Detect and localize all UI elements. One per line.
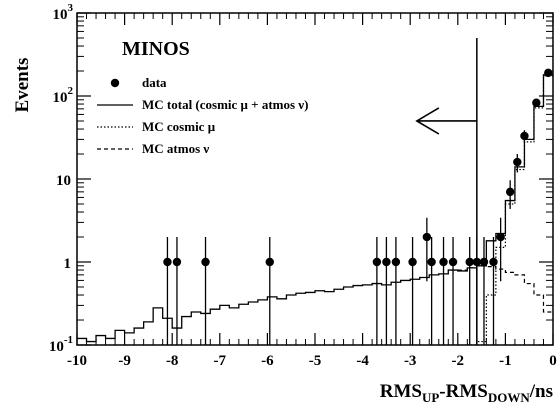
x-axis-title-sub2: DOWN	[488, 390, 531, 405]
data-marker	[201, 257, 210, 267]
data-point	[427, 237, 436, 345]
data-marker	[265, 257, 274, 267]
data-marker	[465, 257, 474, 267]
x-tick-label: -8	[166, 353, 179, 369]
x-axis-title-main: RMS	[380, 381, 422, 402]
data-marker	[489, 257, 498, 267]
data-marker	[544, 68, 553, 78]
data-point	[448, 237, 458, 345]
data-point	[172, 237, 182, 345]
y-tick-label: 1	[64, 256, 72, 272]
legend-swatch-marker	[110, 78, 120, 88]
mc-total-histogram	[77, 74, 553, 343]
x-axis-title-sub1: UP	[422, 390, 439, 405]
data-marker	[532, 98, 541, 107]
mc-atmos-histogram-layer	[457, 265, 553, 313]
y-tick-exponent: 3	[68, 2, 74, 14]
data-point	[422, 217, 432, 282]
x-tick-label: -9	[118, 353, 131, 369]
data-point	[513, 154, 522, 173]
data-marker	[479, 257, 489, 267]
data-point	[201, 237, 210, 345]
data-point	[489, 237, 498, 345]
data-point	[408, 237, 417, 345]
mc-cosmic-histogram-layer	[467, 75, 553, 345]
x-tick-label: -7	[214, 353, 227, 369]
x-tick-label: -5	[309, 353, 322, 369]
data-marker	[520, 131, 529, 141]
data-point	[544, 68, 553, 78]
data-point	[532, 98, 541, 107]
mc-total-histogram-layer	[77, 74, 553, 343]
cut-arrow	[415, 107, 477, 135]
legend-entry-mc_atmos: MC atmos ν	[97, 141, 209, 156]
x-tick-label: -4	[356, 353, 369, 369]
y-axis-title: Events	[12, 58, 33, 113]
x-tick-label: -3	[404, 353, 417, 369]
data-point	[479, 237, 489, 345]
data-points-layer	[163, 68, 553, 345]
x-tick-label: 0	[549, 353, 557, 369]
data-marker	[172, 257, 182, 267]
data-marker	[513, 157, 522, 167]
x-axis-title-tail: /ns	[529, 381, 553, 402]
data-point	[391, 237, 401, 345]
data-marker	[439, 257, 448, 267]
y-tick-label: 10-1	[49, 334, 73, 355]
y-tick-label: 102	[53, 85, 74, 106]
x-tick-label: -2	[452, 353, 465, 369]
data-point	[505, 180, 515, 209]
y-tick-base: 10	[53, 7, 68, 23]
legend-entry-mc_total: MC total (cosmic μ + atmos ν)	[97, 97, 308, 112]
x-tick-label: -1	[499, 353, 512, 369]
legend-label: MC cosmic μ	[142, 119, 216, 134]
y-tick-base: 10	[53, 90, 68, 106]
y-tick-label: 10	[56, 173, 71, 189]
data-point	[382, 237, 391, 345]
y-tick-label: 103	[53, 2, 74, 23]
data-marker	[427, 257, 436, 267]
data-marker	[163, 257, 172, 267]
data-point	[520, 130, 529, 143]
data-marker	[382, 257, 391, 267]
x-tick-label: -6	[261, 353, 274, 369]
legend: data MC total (cosmic μ + atmos ν) MC cosm…	[97, 75, 308, 156]
plot-frame	[76, 12, 554, 346]
data-point	[372, 237, 382, 345]
x-tick-label: -10	[67, 353, 87, 369]
y-tick-exponent: -1	[64, 334, 73, 346]
y-tick-base: 10	[49, 339, 64, 355]
data-marker	[448, 257, 458, 267]
data-marker	[505, 187, 515, 197]
legend-label: MC atmos ν	[142, 141, 209, 156]
mc-cosmic-histogram	[467, 75, 553, 345]
data-point	[465, 237, 474, 345]
data-marker	[372, 257, 382, 267]
experiment-label: MINOS	[122, 38, 190, 60]
legend-label: data	[142, 75, 167, 90]
data-marker	[422, 232, 432, 242]
data-point	[163, 237, 172, 345]
y-tick-exponent: 2	[68, 85, 74, 97]
cut-marker-layer	[415, 37, 478, 345]
data-point	[496, 217, 505, 282]
mc-atmos-histogram	[457, 265, 553, 313]
legend-entry-data: data	[110, 75, 167, 90]
x-axis-title: RMSUP-RMSDOWN/ns	[380, 381, 553, 405]
data-point	[265, 237, 274, 345]
data-marker	[408, 257, 417, 267]
x-axis-title-mid: -RMS	[439, 381, 488, 402]
data-point	[439, 237, 448, 345]
data-marker	[496, 232, 505, 242]
data-marker	[391, 257, 401, 267]
legend-entry-mc_cosmic: MC cosmic μ	[97, 119, 216, 134]
legend-label: MC total (cosmic μ + atmos ν)	[142, 97, 308, 112]
